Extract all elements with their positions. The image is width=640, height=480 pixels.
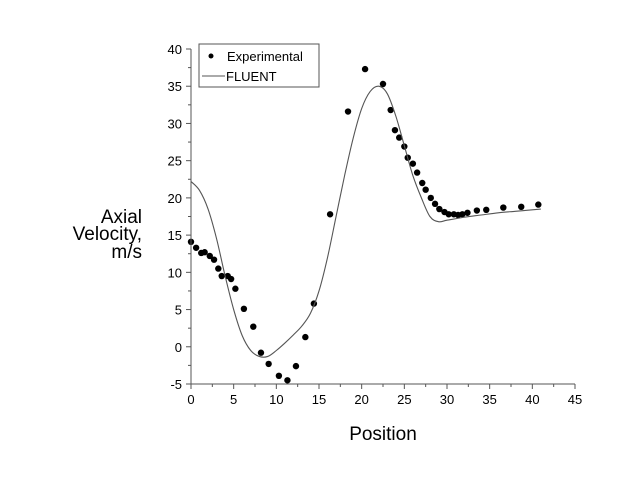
experimental-point bbox=[210, 256, 218, 263]
x-tick-label: 20 bbox=[354, 392, 368, 407]
x-tick-label: 35 bbox=[482, 392, 496, 407]
y-tick-label: 25 bbox=[168, 154, 182, 169]
x-tick-label: 45 bbox=[568, 392, 582, 407]
x-tick-label: 30 bbox=[440, 392, 454, 407]
x-axis: 0 5 10 15 20 25 30 35 40 45 bbox=[187, 383, 582, 407]
legend-fluent-label: FLUENT bbox=[226, 69, 277, 84]
experimental-point bbox=[464, 209, 471, 216]
x-tick-label: 10 bbox=[269, 392, 283, 407]
y-axis: -5 0 5 10 15 20 25 30 35 40 bbox=[168, 42, 192, 392]
legend-box bbox=[198, 43, 320, 88]
experimental-point bbox=[257, 349, 265, 356]
legend-experimental-label: Experimental bbox=[227, 49, 303, 64]
x-tick-label: 25 bbox=[397, 392, 411, 407]
experimental-point bbox=[302, 333, 309, 341]
y-tick-label: 10 bbox=[168, 265, 182, 280]
experimental-point bbox=[275, 372, 283, 380]
x-tick-label: 15 bbox=[312, 392, 326, 407]
experimental-point bbox=[240, 305, 248, 313]
experimental-point bbox=[518, 203, 525, 211]
y-tick-label: 20 bbox=[168, 191, 182, 206]
experimental-point bbox=[445, 211, 452, 218]
y-axis-title-line-2: Velocity, bbox=[73, 224, 142, 245]
experimental-point bbox=[431, 200, 439, 208]
experimental-point bbox=[215, 265, 222, 272]
experimental-point bbox=[391, 126, 399, 134]
x-tick-label: 0 bbox=[187, 392, 194, 407]
experimental-point bbox=[227, 275, 235, 283]
y-axis-title-line-3: m/s bbox=[111, 242, 142, 263]
plot-area bbox=[187, 65, 542, 384]
fluent-curve bbox=[190, 85, 541, 358]
experimental-point bbox=[265, 360, 272, 368]
experimental-point bbox=[436, 205, 443, 213]
x-tick-label: 40 bbox=[525, 392, 539, 407]
y-tick-label: 35 bbox=[168, 79, 182, 94]
experimental-point bbox=[201, 249, 208, 256]
x-axis-title: Position bbox=[349, 424, 417, 445]
experimental-point bbox=[206, 252, 213, 260]
x-tick-label: 5 bbox=[230, 392, 237, 407]
legend-experimental-marker-icon bbox=[208, 53, 214, 59]
experimental-point bbox=[387, 106, 394, 114]
y-tick-label: 40 bbox=[168, 42, 182, 57]
experimental-point bbox=[284, 377, 291, 384]
y-axis-title-line-1: Axial bbox=[101, 207, 142, 228]
experimental-point bbox=[422, 186, 429, 193]
experimental-point bbox=[535, 201, 542, 208]
experimental-point bbox=[419, 179, 426, 187]
experimental-point bbox=[250, 323, 257, 330]
experimental-point bbox=[192, 244, 200, 251]
experimental-point bbox=[409, 160, 417, 167]
experimental-point bbox=[396, 134, 403, 141]
y-axis-title: Axial Velocity, m/s bbox=[73, 207, 142, 263]
experimental-point bbox=[218, 272, 225, 280]
experimental-point bbox=[292, 362, 300, 370]
experimental-point bbox=[413, 169, 421, 176]
y-tick-label: 5 bbox=[175, 303, 182, 318]
y-tick-label: 0 bbox=[175, 340, 182, 355]
experimental-point bbox=[459, 211, 466, 218]
experimental-point bbox=[379, 80, 387, 88]
experimental-point bbox=[232, 285, 239, 292]
experimental-point bbox=[500, 204, 507, 211]
experimental-point bbox=[344, 108, 352, 115]
y-tick-label: 30 bbox=[168, 116, 182, 131]
experimental-point bbox=[326, 211, 334, 218]
legend: Experimental FLUENT bbox=[198, 43, 320, 88]
experimental-point bbox=[473, 207, 481, 214]
y-tick-label: 15 bbox=[168, 228, 182, 243]
experimental-point bbox=[483, 206, 490, 213]
y-tick-label: -5 bbox=[170, 377, 182, 392]
experimental-point bbox=[361, 65, 369, 73]
experimental-point bbox=[427, 194, 434, 202]
